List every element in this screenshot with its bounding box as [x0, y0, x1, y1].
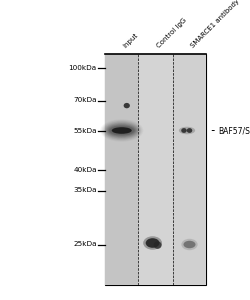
Bar	[138, 54, 172, 285]
Ellipse shape	[101, 120, 142, 141]
Ellipse shape	[111, 127, 131, 134]
Text: Control IgG: Control IgG	[155, 17, 187, 50]
Bar	[105, 54, 138, 285]
Ellipse shape	[105, 123, 138, 138]
Ellipse shape	[183, 241, 195, 248]
Ellipse shape	[102, 121, 141, 140]
Text: 100kDa: 100kDa	[68, 64, 96, 70]
Ellipse shape	[180, 128, 186, 133]
Text: 25kDa: 25kDa	[73, 242, 96, 248]
Ellipse shape	[106, 124, 137, 137]
Bar	[172, 54, 205, 285]
Ellipse shape	[153, 241, 161, 249]
Text: 35kDa: 35kDa	[73, 188, 96, 194]
Text: 55kDa: 55kDa	[73, 128, 96, 134]
Ellipse shape	[145, 238, 159, 248]
Ellipse shape	[186, 128, 192, 133]
Ellipse shape	[108, 125, 135, 136]
Ellipse shape	[180, 239, 197, 250]
Ellipse shape	[178, 127, 194, 134]
Ellipse shape	[107, 124, 136, 136]
Ellipse shape	[123, 103, 130, 108]
Ellipse shape	[103, 122, 140, 140]
Ellipse shape	[142, 236, 162, 250]
Text: SMARCE1 antibody: SMARCE1 antibody	[189, 0, 240, 50]
Text: 70kDa: 70kDa	[73, 98, 96, 103]
Text: Input: Input	[121, 32, 138, 50]
Text: 40kDa: 40kDa	[73, 167, 96, 172]
Ellipse shape	[104, 122, 139, 139]
Text: BAF57/SMARCE1: BAF57/SMARCE1	[218, 126, 250, 135]
Bar	[105, 54, 205, 285]
Ellipse shape	[109, 126, 134, 135]
